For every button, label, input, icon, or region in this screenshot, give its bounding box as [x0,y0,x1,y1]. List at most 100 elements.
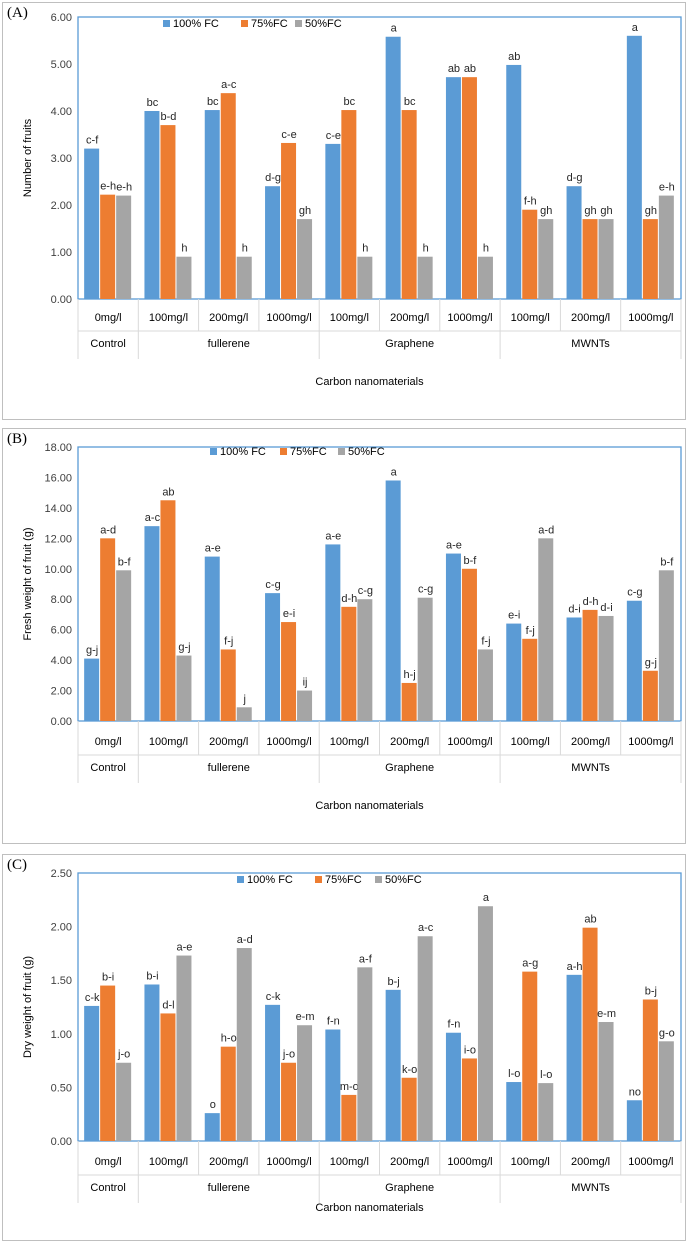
chart-dry-weight: 0.00 0.50 1.00 1.50 2.00 2.50 Dry weight of fr… [22,868,682,1214]
data-label: a [391,466,398,478]
bar-50fc [236,707,252,721]
bar-50fc [658,570,674,721]
category-label: 1000mg/l [628,312,673,324]
category-label: 100mg/l [330,1156,369,1168]
bar-100fc [506,623,522,721]
data-label: b-i [102,972,114,984]
bar-75fc [341,606,357,721]
data-label: a [483,892,490,904]
legend-label: 100% FC [247,874,293,886]
bar-50fc [116,1062,132,1141]
bar-50fc [357,256,373,299]
bar-75fc [100,985,116,1141]
bar-75fc [160,1013,176,1141]
bar-100fc [626,1100,642,1141]
legend-label: 100% FC [220,446,266,458]
data-label: g-j [86,645,98,657]
y-axis-title: Dry weight of fruit (g) [22,956,34,1058]
y-tick-label: 0.50 [51,1082,72,1094]
category-label: 200mg/l [571,1156,610,1168]
panel-a-number-of-fruits: (A) 0.00 1.00 2.00 3.00 4.00 5.00 6.00 Number o… [2,2,686,420]
panel-label: (B) [7,431,27,447]
data-label: a-c [221,79,237,91]
legend-label: 75%FC [251,18,288,30]
bar-50fc [116,195,132,299]
bar-50fc [538,538,554,721]
y-tick-label: 0.00 [51,294,72,306]
bar-75fc [341,1094,357,1141]
legend-swatch [280,448,287,455]
data-label: b-f [660,556,674,568]
bar-100fc [144,526,160,721]
data-label: d-h [341,593,357,605]
bar-50fc [417,936,433,1141]
data-label: a-g [522,958,538,970]
bar-50fc [357,599,373,721]
data-label: c-e [281,129,296,141]
y-tick-label: 5.00 [51,59,72,71]
category-label: 200mg/l [209,1156,248,1168]
y-tick-label: 4.00 [51,106,72,118]
bar-50fc [116,570,132,721]
category-label: 100mg/l [330,736,369,748]
data-label: a-e [446,540,462,552]
data-label: a [391,23,398,35]
bar-75fc [522,638,538,721]
data-label: f-j [526,625,535,637]
x-axis-title: Carbon nanomaterials [315,376,424,388]
bar-100fc [506,64,522,299]
data-label: g-j [178,642,190,654]
panel-b-fresh-weight: (B) 0.00 2.00 4.00 6.00 8.00 10.00 12.00 14.00 1… [2,428,686,844]
group-label: Graphene [385,762,434,774]
legend-swatch [210,448,217,455]
bar-50fc [538,1083,554,1141]
data-label: a-c [418,922,434,934]
category-label: 200mg/l [571,312,610,324]
data-label: c-g [627,587,642,599]
data-label: c-g [418,584,433,596]
group-label: MWNTs [571,1182,610,1194]
bar-75fc [642,670,658,721]
x-axis-title: Carbon nanomaterials [315,1202,424,1214]
bar-50fc [598,1022,614,1141]
data-label: e-h [116,182,132,194]
bar-100fc [325,143,341,299]
group-label: fullerene [208,1182,250,1194]
data-label: ab [448,63,460,75]
bar-100fc [144,984,160,1141]
data-label: bc [404,96,416,108]
bar-100fc [204,110,220,299]
data-label: gh [299,205,311,217]
bar-100fc [626,600,642,721]
data-label: b-j [645,985,657,997]
chart-number-of-fruits: 0.00 1.00 2.00 3.00 4.00 5.00 6.00 Number of fr… [22,12,682,388]
bar-50fc [357,967,373,1141]
category-label: 0mg/l [95,312,122,324]
legend-swatch [241,20,248,27]
bar-75fc [401,1077,417,1141]
category-label: 100mg/l [149,1156,188,1168]
y-axis-title: Fresh weight of fruit (g) [22,527,34,640]
category-label: 100mg/l [511,312,550,324]
data-label: b-j [388,976,400,988]
legend-label: 75%FC [290,446,327,458]
bar-75fc [642,999,658,1141]
data-label: m-o [340,1081,359,1093]
y-tick-label: 14.00 [44,503,72,515]
data-label: ab [508,51,520,63]
bar-100fc [84,148,100,299]
category-label: 1000mg/l [447,1156,492,1168]
category-label: 1000mg/l [447,736,492,748]
y-tick-label: 18.00 [44,442,72,454]
data-label: e-m [296,1011,315,1023]
y-tick-label: 0.00 [51,716,72,728]
data-label: a-e [205,543,221,555]
data-label: ab [584,914,596,926]
data-label: g-o [659,1027,675,1039]
bar-50fc [538,219,554,299]
legend-swatch [237,876,244,883]
group-label: fullerene [208,338,250,350]
data-label: a-e [176,942,192,954]
category-label: 0mg/l [95,736,122,748]
bar-50fc [176,955,192,1141]
